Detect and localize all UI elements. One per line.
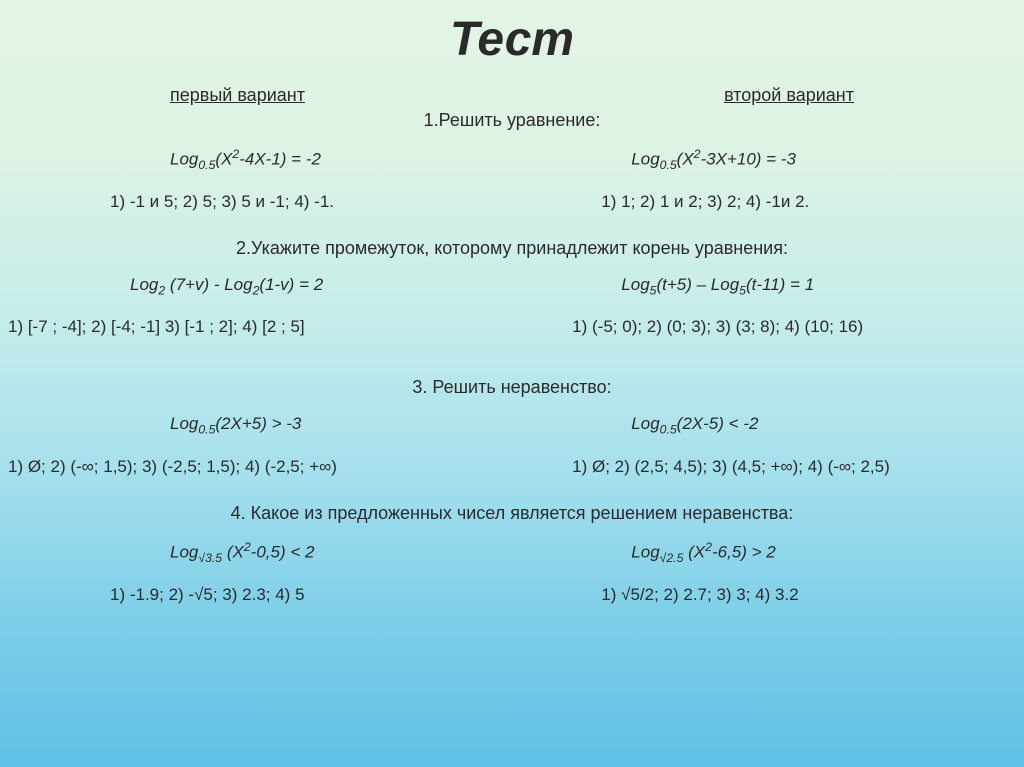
q4-header: 4. Какое из предложенных чисел является … bbox=[0, 503, 1024, 524]
q3-left-ans: 1) Ø; 2) (-∞; 1,5); 3) (-2,5; 1,5); 4) (… bbox=[8, 457, 492, 477]
q2-right-ans: 1) (-5; 0); 2) (0; 3); 3) (3; 8); 4) (10… bbox=[532, 317, 1016, 337]
variant-2-label: второй вариант bbox=[724, 85, 854, 106]
variant-1-label: первый вариант bbox=[170, 85, 305, 106]
page-title: Тест bbox=[0, 0, 1024, 85]
q3-right-eq: Log0.5(2X-5) < -2 bbox=[531, 414, 994, 436]
q1-ans-row: 1) -1 и 5; 2) 5; 3) 5 и -1; 4) -1. 1) 1;… bbox=[0, 192, 1024, 212]
q4-ans-row: 1) -1.9; 2) -√5; 3) 2.3; 4) 5 1) √5/2; 2… bbox=[0, 585, 1024, 605]
q3-right-ans: 1) Ø; 2) (2,5; 4,5); 3) (4,5; +∞); 4) (-… bbox=[532, 457, 1016, 477]
q4-right-eq: Log√2.5 (X2-6,5) > 2 bbox=[531, 540, 994, 565]
q2-header: 2.Укажите промежуток, которому принадлеж… bbox=[0, 238, 1024, 259]
q4-left-eq: Log√3.5 (X2-0,5) < 2 bbox=[30, 540, 493, 565]
q3-header: 3. Решить неравенство: bbox=[0, 377, 1024, 398]
q4-eq-row: Log√3.5 (X2-0,5) < 2 Log√2.5 (X2-6,5) > … bbox=[0, 540, 1024, 565]
q2-left-ans: 1) [-7 ; -4]; 2) [-4; -1] 3) [-1 ; 2]; 4… bbox=[8, 317, 492, 337]
q1-right-eq: Log0.5(X2-3X+10) = -3 bbox=[531, 147, 994, 172]
q4-left-ans: 1) -1.9; 2) -√5; 3) 2.3; 4) 5 bbox=[30, 585, 493, 605]
q2-right-eq: Log5(t+5) – Log5(t-11) = 1 bbox=[531, 275, 994, 297]
q1-eq-row: Log0.5(X2-4X-1) = -2 Log0.5(X2-3X+10) = … bbox=[0, 147, 1024, 172]
q4-right-ans: 1) √5/2; 2) 2.7; 3) 3; 4) 3.2 bbox=[531, 585, 994, 605]
q1-left-eq: Log0.5(X2-4X-1) = -2 bbox=[30, 147, 493, 172]
q3-eq-row: Log0.5(2X+5) > -3 Log0.5(2X-5) < -2 bbox=[0, 414, 1024, 436]
q3-ans-row: 1) Ø; 2) (-∞; 1,5); 3) (-2,5; 1,5); 4) (… bbox=[0, 457, 1024, 477]
q1-right-ans: 1) 1; 2) 1 и 2; 3) 2; 4) -1и 2. bbox=[531, 192, 994, 212]
variant-row: первый вариант второй вариант bbox=[0, 85, 1024, 106]
q3-left-eq: Log0.5(2X+5) > -3 bbox=[30, 414, 493, 436]
q1-left-ans: 1) -1 и 5; 2) 5; 3) 5 и -1; 4) -1. bbox=[30, 192, 493, 212]
q2-eq-row: Log2 (7+v) - Log2(1-v) = 2 Log5(t+5) – L… bbox=[0, 275, 1024, 297]
q2-ans-row: 1) [-7 ; -4]; 2) [-4; -1] 3) [-1 ; 2]; 4… bbox=[0, 317, 1024, 337]
q2-left-eq: Log2 (7+v) - Log2(1-v) = 2 bbox=[30, 275, 493, 297]
q1-header: 1.Решить уравнение: bbox=[0, 110, 1024, 131]
